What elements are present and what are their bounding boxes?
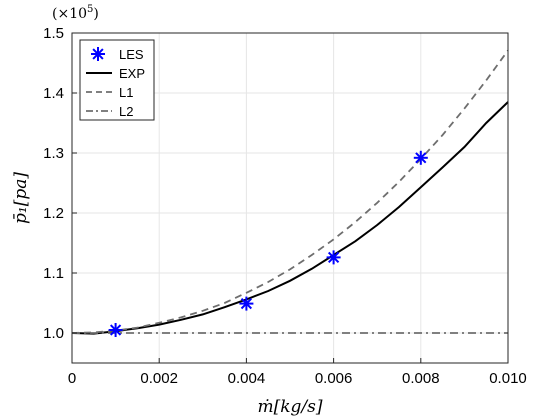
- les-marker: [413, 150, 428, 165]
- legend: LES EXP L1 L2: [79, 39, 155, 121]
- y-tick-label: 1.0: [43, 325, 64, 342]
- x-tick-label: 0.010: [489, 370, 527, 387]
- x-axis-label: ṁ[kg/s]: [257, 397, 322, 417]
- legend-label-exp: EXP: [119, 66, 145, 81]
- les-marker: [239, 296, 254, 311]
- grid: [71, 32, 509, 363]
- y-tick-label: 1.4: [43, 85, 64, 102]
- x-tick-label: 0.002: [140, 370, 178, 387]
- series-line-l1: [71, 49, 509, 334]
- les-marker: [108, 323, 123, 337]
- legend-label-les: LES: [119, 47, 144, 62]
- ticks: [71, 32, 509, 363]
- y-tick-label: 1.5: [43, 25, 64, 42]
- y-multiplier: (×105): [52, 4, 99, 22]
- legend-label-l2: L2: [119, 104, 133, 119]
- series-lines: [71, 49, 509, 335]
- x-tick-label: 0.008: [402, 370, 440, 387]
- legend-label-l1: L1: [119, 85, 133, 100]
- plot-frame: [71, 32, 509, 364]
- series-markers: [108, 150, 428, 337]
- les-marker: [326, 250, 341, 265]
- y-axis-label: p̄₁[pa]: [11, 172, 31, 224]
- x-tick-label: 0.006: [315, 370, 353, 387]
- y-tick-label: 1.3: [43, 145, 64, 162]
- y-tick-label: 1.2: [43, 205, 64, 222]
- legend-entries: LES EXP L1 L2: [86, 47, 145, 119]
- y-tick-label: 1.1: [43, 265, 64, 282]
- x-tick-label: 0.004: [228, 370, 266, 387]
- legend-marker-les: [91, 47, 105, 61]
- series-line-exp: [71, 101, 509, 335]
- tick-labels: 0 0.002 0.004 0.006 0.008 0.010 1.0 1.1 1.2 1.3 1.…: [43, 25, 527, 387]
- x-tick-label: 0: [68, 370, 76, 387]
